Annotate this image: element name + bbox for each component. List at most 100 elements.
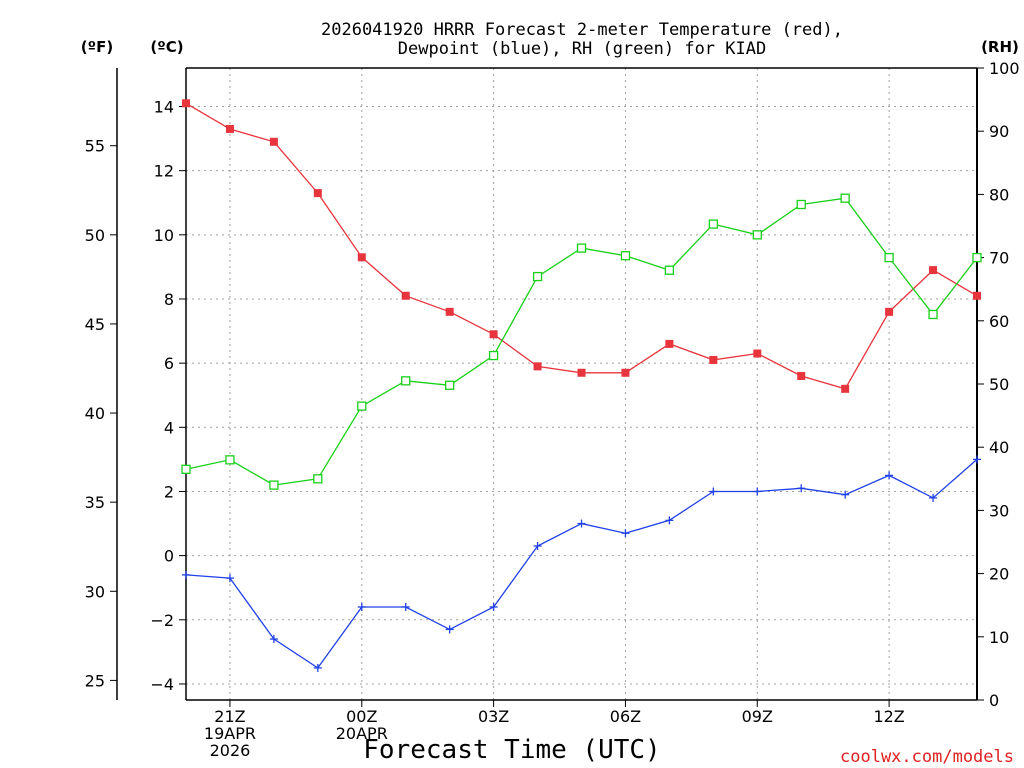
rh-tick-label: 30 — [989, 501, 1009, 520]
dewpoint-point — [885, 471, 894, 480]
temperature-point — [797, 371, 806, 380]
temperature-point — [753, 349, 762, 358]
x-tick-label: 12Z — [873, 707, 904, 726]
celsius-tick-label: −2 — [150, 611, 174, 630]
rh-point — [313, 474, 323, 484]
x-tick-label: 21Z — [214, 707, 245, 726]
x-tick-label: 06Z — [610, 707, 641, 726]
x-tick-label: 20APR — [336, 724, 388, 743]
rh-tick-label: 100 — [989, 59, 1020, 78]
rh-tick-label: 80 — [989, 185, 1009, 204]
rh-point — [532, 271, 543, 282]
dewpoint-point — [797, 484, 806, 493]
rh-tick-label: 40 — [989, 438, 1009, 457]
temperature-point — [577, 368, 586, 377]
rh-tick-label: 60 — [989, 312, 1009, 331]
x-axis-label: Forecast Time (UTC) — [363, 735, 660, 765]
fahrenheit-tick-label: 25 — [85, 671, 105, 690]
temperature-point — [665, 339, 674, 348]
temperature-point — [533, 362, 542, 371]
x-tick-label: 19APR — [204, 724, 256, 743]
rh-point — [664, 265, 675, 275]
rh-line — [185, 197, 978, 486]
rh-tick-label: 10 — [989, 628, 1009, 647]
rh-point — [928, 309, 938, 320]
dewpoint-point — [401, 602, 410, 611]
rh-point — [708, 219, 718, 229]
temperature-point — [182, 99, 190, 108]
rh-point — [357, 401, 367, 411]
temperature-point — [269, 137, 278, 146]
x-tick-label: 03Z — [478, 707, 509, 726]
dewpoint-point — [313, 663, 322, 672]
temperature-point — [225, 124, 234, 133]
temperature-point — [313, 189, 322, 198]
rh-tick-label: 20 — [989, 565, 1009, 584]
rh-point — [488, 350, 499, 361]
x-tick-label: 09Z — [742, 707, 773, 726]
gridlines — [186, 68, 977, 700]
chart-title-line-2: Dewpoint (blue), RH (green) for KIAD — [398, 39, 766, 59]
rh-point — [972, 252, 982, 263]
celsius-tick-label: −4 — [150, 675, 174, 694]
dewpoint-point — [709, 487, 718, 496]
rh-point — [620, 251, 631, 261]
dewpoint-point — [973, 455, 981, 464]
temperature-point — [885, 307, 894, 316]
chart-title: 2026041920 HRRR Forecast 2-meter Tempera… — [321, 20, 843, 59]
fahrenheit-tick-label: 30 — [85, 582, 105, 601]
source-credit: coolwx.com/models — [840, 747, 1014, 767]
dewpoint-point — [929, 493, 938, 502]
temperature-point — [357, 253, 366, 262]
celsius-unit-label: (ºC) — [150, 38, 183, 56]
celsius-tick-label: 6 — [164, 354, 174, 373]
rh-tick-label: 70 — [989, 249, 1009, 268]
celsius-tick-label: 4 — [164, 418, 174, 437]
rh-point — [752, 230, 762, 240]
celsius-tick-label: 0 — [164, 547, 174, 566]
temperature-point — [709, 355, 718, 364]
chart-title-line-1: 2026041920 HRRR Forecast 2-meter Tempera… — [321, 20, 843, 40]
fahrenheit-tick-label: 50 — [85, 226, 105, 245]
dewpoint-point — [182, 570, 190, 579]
temperature-point — [621, 368, 630, 377]
rh-point — [840, 193, 850, 203]
rh-point — [181, 464, 191, 474]
dewpoint-point — [665, 516, 674, 525]
celsius-tick-label: 8 — [164, 290, 174, 309]
dewpoint-point — [269, 635, 278, 644]
temperature-point — [841, 384, 850, 393]
rh-point — [445, 380, 455, 390]
temperature-point — [401, 291, 410, 300]
rh-point — [884, 252, 894, 263]
dewpoint-point — [357, 602, 366, 611]
rh-point — [576, 243, 587, 253]
dewpoint-point — [753, 487, 762, 496]
dewpoint-point — [225, 574, 234, 583]
rh-point — [796, 199, 806, 210]
temperature-point — [929, 266, 938, 275]
dewpoint-point — [577, 519, 586, 528]
dewpoint-point — [841, 490, 850, 499]
fahrenheit-unit-label: (ºF) — [81, 38, 113, 56]
fahrenheit-tick-label: 55 — [85, 137, 105, 156]
fahrenheit-tick-label: 35 — [85, 493, 105, 512]
rh-point — [269, 480, 279, 490]
data-series — [181, 99, 982, 672]
rh-tick-label: 50 — [989, 375, 1009, 394]
rh-tick-label: 90 — [989, 122, 1009, 141]
rh-tick-label: 0 — [989, 691, 999, 710]
x-tick-label: 2026 — [210, 741, 251, 760]
fahrenheit-tick-label: 40 — [85, 404, 105, 423]
dewpoint-point — [489, 602, 498, 611]
rh-point — [225, 455, 235, 465]
celsius-tick-label: 10 — [154, 226, 174, 245]
dewpoint-point — [445, 625, 454, 634]
dewpoint-line — [185, 458, 978, 669]
rh-point — [401, 376, 411, 386]
dewpoint-point — [533, 542, 542, 551]
dewpoint-point — [621, 529, 630, 538]
celsius-tick-label: 2 — [164, 482, 174, 501]
